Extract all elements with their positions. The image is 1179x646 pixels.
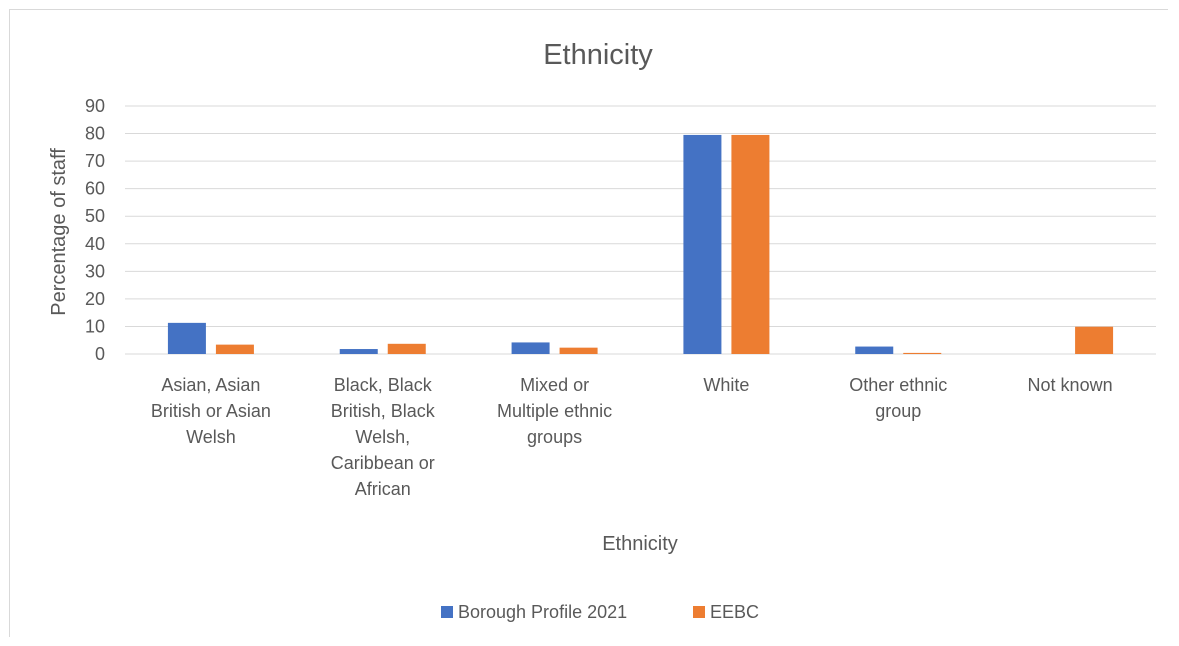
y-axis-label: Percentage of staff bbox=[48, 148, 70, 316]
bar-eebc bbox=[387, 343, 426, 354]
legend-label: EEBC bbox=[710, 602, 759, 622]
y-tick-label: 90 bbox=[85, 96, 105, 116]
x-tick-label: White bbox=[703, 375, 749, 395]
bars bbox=[167, 134, 1114, 354]
bar-eebc bbox=[1075, 326, 1114, 354]
y-tick-label: 80 bbox=[85, 124, 105, 144]
chart-title: Ethnicity bbox=[543, 39, 653, 71]
y-tick-label: 50 bbox=[85, 206, 105, 226]
chart-frame bbox=[9, 9, 1168, 637]
y-tick-label: 30 bbox=[85, 261, 105, 281]
bar-eebc bbox=[215, 344, 254, 354]
y-tick-label: 40 bbox=[85, 234, 105, 254]
bar-eebc bbox=[731, 134, 770, 354]
y-tick-label: 20 bbox=[85, 289, 105, 309]
x-tick-label: Asian, Asian British or Asian Welsh bbox=[151, 375, 271, 447]
y-tick-label: 70 bbox=[85, 151, 105, 171]
legend-swatch bbox=[441, 606, 453, 618]
bar-borough-profile-2021 bbox=[511, 342, 550, 354]
bar-eebc bbox=[559, 347, 598, 354]
x-axis-ticks: Asian, Asian British or Asian Welsh Black, … bbox=[151, 375, 1113, 499]
legend-label: Borough Profile 2021 bbox=[458, 602, 627, 622]
bar-borough-profile-2021 bbox=[339, 349, 378, 354]
gridlines bbox=[125, 105, 1156, 355]
bar-borough-profile-2021 bbox=[683, 134, 722, 354]
x-tick-label: Mixed or Multiple ethnic groups bbox=[497, 375, 612, 447]
bar-borough-profile-2021 bbox=[855, 346, 894, 354]
x-tick-label: Not known bbox=[1028, 375, 1113, 395]
x-axis-label: Ethnicity bbox=[602, 533, 678, 555]
y-axis-ticks: 0 10 20 30 40 50 60 70 80 90 bbox=[85, 96, 105, 364]
y-tick-label: 10 bbox=[85, 316, 105, 336]
bar-borough-profile-2021 bbox=[167, 322, 206, 354]
legend: Borough Profile 2021 EEBC bbox=[441, 602, 759, 622]
y-tick-label: 0 bbox=[95, 344, 105, 364]
bar-eebc bbox=[903, 352, 942, 354]
x-tick-label: Other ethnic group bbox=[849, 375, 947, 421]
y-tick-label: 60 bbox=[85, 179, 105, 199]
legend-swatch bbox=[693, 606, 705, 618]
x-tick-label: Black, Black British, Black Welsh, Caribbea… bbox=[331, 375, 436, 499]
